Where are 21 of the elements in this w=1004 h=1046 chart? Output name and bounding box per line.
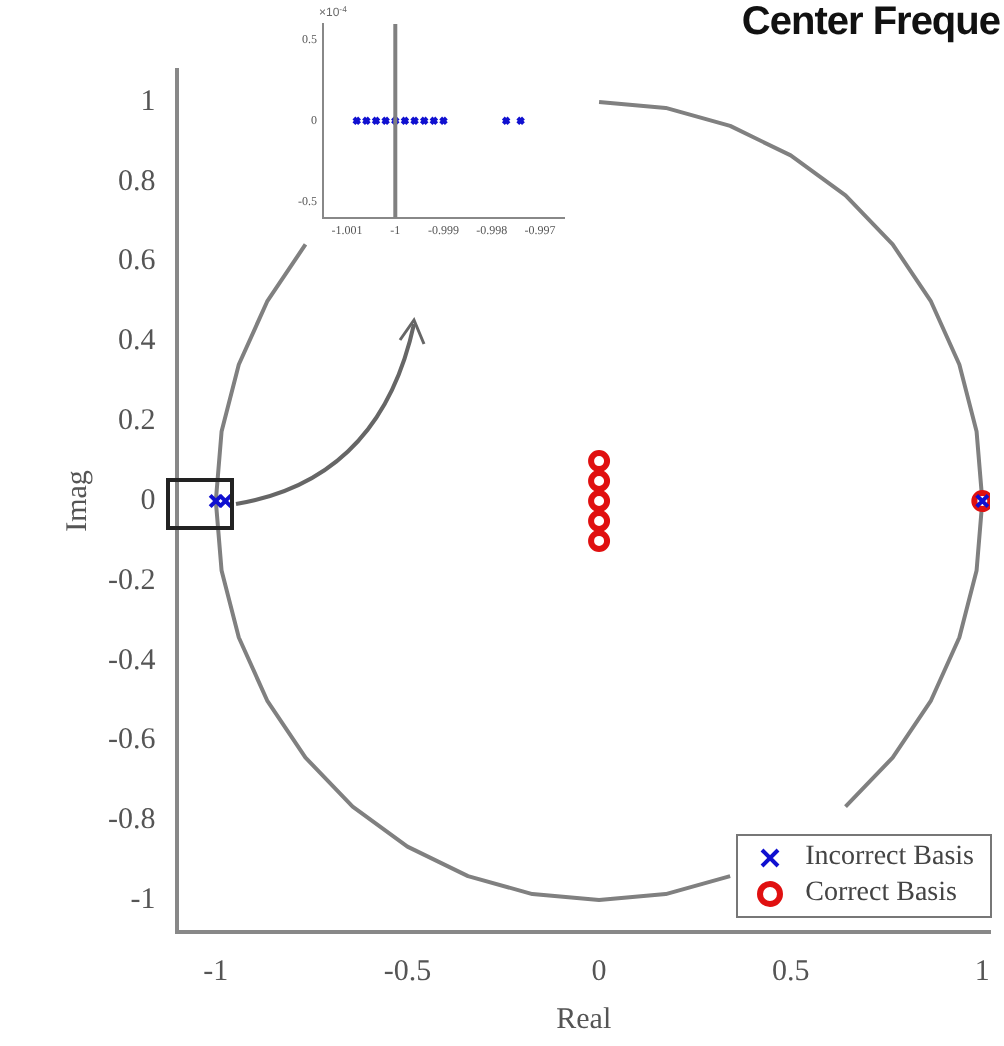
y-tick-label: 0.8: [117, 165, 156, 198]
legend-label: Correct Basis: [805, 878, 957, 910]
x-tick-label: -0.5: [383, 955, 432, 988]
y-tick-label: 1: [140, 85, 156, 118]
x-tick-label: 0.5: [771, 955, 810, 988]
y-tick-label: 0.6: [117, 245, 157, 278]
y-tick-label: -1: [130, 883, 156, 916]
y-axis-title: Imag: [61, 469, 94, 532]
y-tick-label: -0.4: [107, 644, 157, 677]
y-tick-label: 0.4: [117, 325, 157, 358]
chart-title: Center Freque: [741, 0, 1000, 46]
y-tick-label: 0.2: [117, 405, 156, 438]
y-tick-label: -0.8: [107, 804, 156, 837]
legend-label: Incorrect Basis: [805, 842, 974, 874]
y-tick-label: 0: [140, 484, 156, 517]
x-tick-label: 1: [974, 955, 990, 988]
x-tick-label: -1: [203, 955, 229, 988]
x-axis-title: Real: [556, 1003, 612, 1036]
y-tick-label: -0.2: [107, 564, 156, 597]
y-tick-label: -0.6: [107, 724, 157, 757]
x-tick-label: 0: [591, 955, 607, 988]
